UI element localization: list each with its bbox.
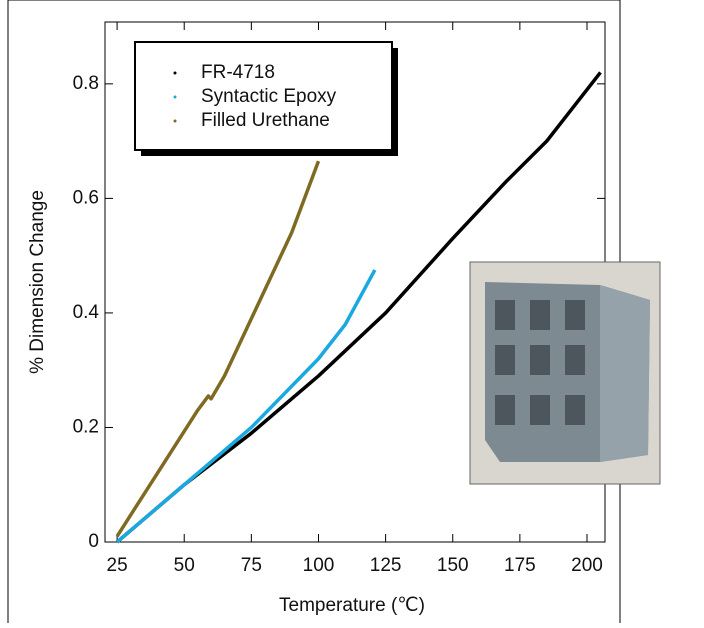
y-tick-label: 0.8 bbox=[73, 73, 99, 94]
legend-box bbox=[134, 41, 393, 151]
photo-pocket bbox=[565, 395, 585, 425]
x-tick-label: 75 bbox=[241, 555, 262, 576]
photo-pocket bbox=[495, 395, 515, 425]
x-tick-label: 150 bbox=[437, 555, 469, 576]
legend-label: FR-4718 bbox=[201, 62, 275, 83]
legend-label: Filled Urethane bbox=[201, 110, 330, 131]
y-tick-label: 0.4 bbox=[73, 302, 100, 323]
series-line bbox=[115, 269, 377, 544]
y-tick-label: 0.2 bbox=[73, 416, 99, 437]
photo-part-side bbox=[600, 285, 650, 462]
y-tick-label: 0.6 bbox=[73, 187, 99, 208]
x-tick-label: 25 bbox=[107, 555, 128, 576]
photo-pocket bbox=[495, 300, 515, 330]
photo-pocket bbox=[565, 345, 585, 375]
x-tick-label: 175 bbox=[504, 555, 536, 576]
legend-label: Syntactic Epoxy bbox=[201, 86, 337, 107]
x-axis-label: Temperature (℃) bbox=[279, 595, 425, 616]
legend-marker bbox=[173, 95, 177, 99]
y-tick-label: 0 bbox=[88, 531, 99, 552]
series-line bbox=[115, 160, 321, 538]
photo-inset bbox=[469, 261, 661, 485]
x-tick-label: 200 bbox=[571, 555, 603, 576]
photo-pocket bbox=[530, 300, 550, 330]
x-tick-label: 50 bbox=[174, 555, 195, 576]
x-tick-label: 100 bbox=[303, 555, 335, 576]
legend-marker bbox=[173, 71, 177, 75]
photo-pocket bbox=[530, 345, 550, 375]
photo-pocket bbox=[565, 300, 585, 330]
photo-pocket bbox=[530, 395, 550, 425]
y-axis-label: % Dimension Change bbox=[27, 190, 48, 374]
x-tick-label: 125 bbox=[370, 555, 402, 576]
photo-pocket bbox=[495, 345, 515, 375]
legend-marker bbox=[173, 119, 177, 123]
